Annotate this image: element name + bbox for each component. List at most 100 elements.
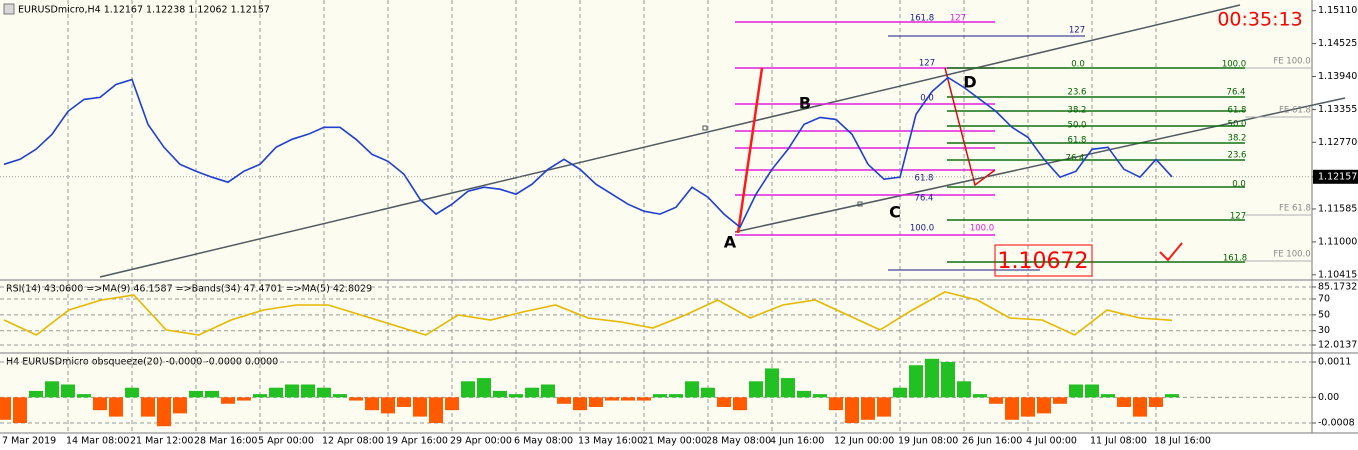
x-tick-label: 28 May 08:00 <box>706 436 771 447</box>
histogram-bar <box>701 387 715 398</box>
histogram-bar <box>893 387 907 398</box>
histogram-bar <box>1165 394 1179 398</box>
x-tick-label: 28 Mar 16:00 <box>194 436 257 447</box>
histogram-bar <box>301 384 315 398</box>
fib-label: 100.0 <box>1222 60 1246 70</box>
fib-label: FE 61.8 <box>1279 204 1311 214</box>
x-tick-label: 5 Apr 00:00 <box>258 436 314 447</box>
histogram-bar <box>669 394 683 398</box>
y-tick-label: 30 <box>1318 325 1330 336</box>
rsi-title: RSI(14) 43.0600 =>MA(9) 46.1587 =>Bands(… <box>6 284 372 295</box>
histogram-bar <box>1005 397 1019 420</box>
fib-label: 61.8 <box>1068 136 1087 146</box>
histogram-bar <box>93 397 107 411</box>
histogram-bar <box>29 390 43 398</box>
histogram-bar <box>205 390 219 398</box>
histogram-bar <box>13 397 27 424</box>
histogram-bar <box>173 397 187 414</box>
histogram-bar <box>0 397 11 420</box>
histogram-bar <box>285 384 299 398</box>
price-box <box>994 244 1093 277</box>
channel-line <box>99 4 1241 278</box>
histogram-bar <box>685 381 699 398</box>
histogram-bar <box>733 397 747 411</box>
histogram-bar <box>861 397 875 420</box>
wave-line <box>736 67 764 234</box>
x-tick-label: 26 Jun 16:00 <box>962 436 1022 447</box>
price-panel <box>0 0 1312 279</box>
price-label: 1.10672 <box>998 249 1089 274</box>
histogram-bar <box>269 387 283 398</box>
histogram-bar <box>557 397 571 404</box>
histogram-bar <box>509 394 523 398</box>
y-tick-label: 12.0137 <box>1318 340 1357 351</box>
y-tick-label: 50 <box>1318 309 1330 320</box>
wave-label: A <box>724 233 737 252</box>
histogram-bar <box>957 381 971 398</box>
x-tick-label: 4 Jun 16:00 <box>770 436 824 447</box>
series-line <box>3 291 1173 336</box>
histogram-bar <box>941 362 955 398</box>
histogram-bar <box>237 397 251 401</box>
histogram-bar <box>461 381 475 398</box>
histogram-bar <box>365 397 379 411</box>
y-tick-label: 0.0011 <box>1318 357 1351 368</box>
fib-label: FE 100.0 <box>1273 57 1310 67</box>
histogram-bar <box>1085 384 1099 398</box>
histogram-bar <box>109 397 123 417</box>
histogram-bar <box>973 394 987 398</box>
wave-label: B <box>799 94 811 113</box>
histogram-bar <box>749 381 763 398</box>
y-tick-label: 0.00 <box>1318 392 1339 403</box>
fib-label: 76.4 <box>1066 154 1085 164</box>
fib-label: 23.6 <box>1228 151 1247 161</box>
histogram-bar <box>589 397 603 407</box>
histogram-bar <box>813 394 827 398</box>
histogram-bar <box>157 397 171 427</box>
fe-lines <box>947 67 1245 263</box>
histogram-bar <box>397 397 411 407</box>
anchor <box>857 201 863 207</box>
histogram-bar <box>637 397 651 401</box>
timer: 00:35:13 <box>1217 9 1302 31</box>
histogram-bar <box>349 397 363 401</box>
fib-label: FE 61.8 <box>1279 106 1311 116</box>
histogram-bar <box>1021 397 1035 417</box>
histogram-bar <box>141 397 155 417</box>
histogram-bar <box>605 397 619 401</box>
y-tick-label: 1.13355 <box>1318 104 1357 115</box>
histogram-bar <box>413 397 427 417</box>
fib-label: 127 <box>1230 212 1246 222</box>
y-tick-label: 70 <box>1318 294 1330 305</box>
series-line <box>3 76 1173 229</box>
check-mark <box>1159 242 1183 262</box>
histogram-bar <box>1133 397 1147 417</box>
x-tick-label: 19 Apr 16:00 <box>386 436 448 447</box>
histogram-bar <box>1101 394 1115 398</box>
fib-lines <box>888 35 1085 271</box>
histogram-bar <box>125 387 139 398</box>
fib-label: 76.4 <box>1227 88 1246 98</box>
histogram-bar <box>189 390 203 398</box>
y-tick-label: 85.1732 <box>1318 281 1357 292</box>
chart-icon <box>3 3 15 15</box>
histogram-bar <box>877 397 891 417</box>
x-tick-label: 11 Jul 08:00 <box>1090 436 1147 447</box>
fib-label: 50.0 <box>1068 121 1087 131</box>
y-tick-label: 1.12157 <box>1318 171 1357 182</box>
chart-title: EURUSDmicro,H4 1.12167 1.12238 1.12062 1… <box>18 5 270 16</box>
histogram-bar <box>1069 384 1083 398</box>
fib-label: 38.2 <box>1068 106 1087 116</box>
histogram-bar <box>829 397 843 411</box>
histogram-bar <box>541 384 555 398</box>
x-tick-label: 4 Jul 00:00 <box>1026 436 1077 447</box>
histogram-bar <box>653 394 667 398</box>
fib-label: 127 <box>950 14 966 24</box>
y-tick-label: 1.11585 <box>1318 203 1357 214</box>
y-tick-label: 1.11000 <box>1318 236 1357 247</box>
histogram-bar <box>717 397 731 407</box>
histogram-bar <box>429 397 443 424</box>
anchor <box>702 125 708 131</box>
histogram-bar <box>45 381 59 398</box>
